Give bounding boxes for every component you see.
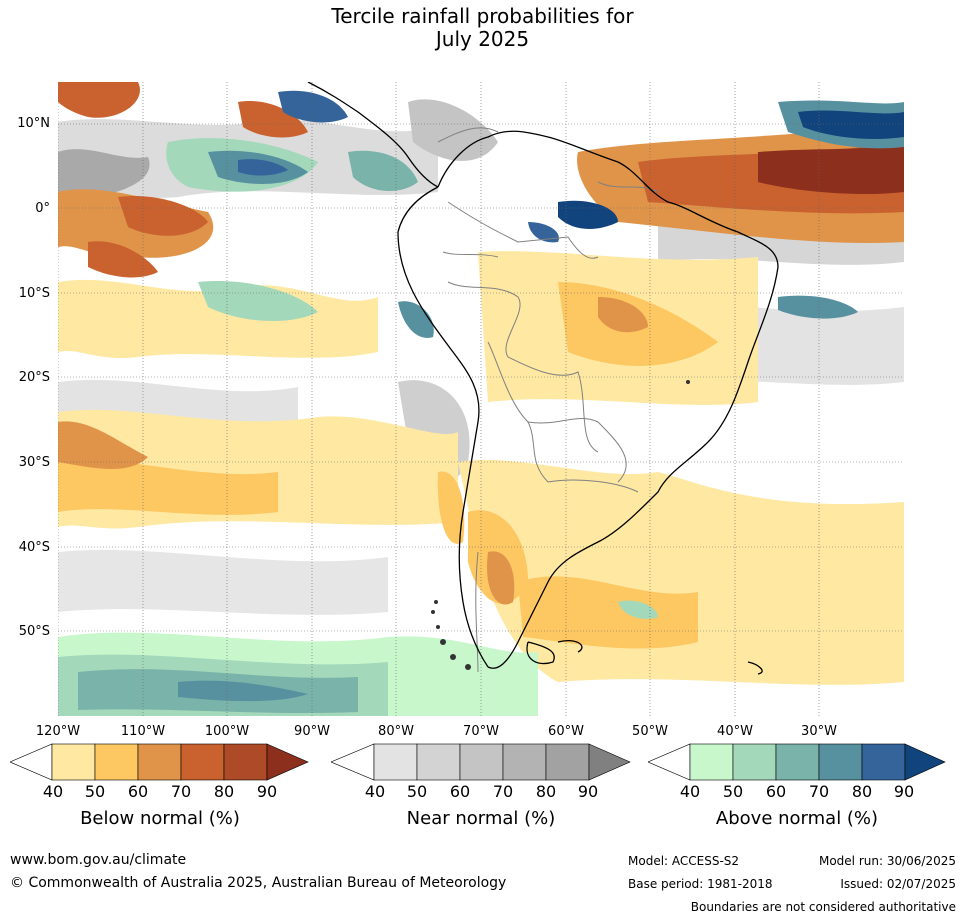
lat-label-30s: 30°S — [18, 455, 50, 470]
colorbar-near-seg-6 — [588, 743, 631, 781]
below-tick-80: 80 — [213, 782, 235, 801]
near-tick-90: 90 — [577, 782, 599, 801]
lat-label-10n: 10°N — [17, 116, 50, 131]
title-line-2: July 2025 — [435, 27, 530, 51]
rainfall-probability-map — [58, 82, 904, 716]
colorbar-below-seg-3 — [137, 743, 182, 781]
coastline — [307, 82, 779, 675]
colorbar-below-seg-5 — [223, 743, 268, 781]
above-tick-70: 70 — [808, 782, 830, 801]
footer-website: www.bom.gov.au/climate — [10, 852, 187, 868]
lon-label-60w: 60°W — [548, 724, 584, 739]
lon-label-120w: 120°W — [35, 724, 81, 739]
lat-label-20s: 20°S — [18, 370, 50, 385]
near-tick-50: 50 — [406, 782, 428, 801]
below-tick-70: 70 — [170, 782, 192, 801]
lat-label-40s: 40°S — [18, 540, 50, 555]
below-tick-40: 40 — [42, 782, 64, 801]
colorbar-below-seg-6 — [266, 743, 309, 781]
colorbar-above-seg-4 — [818, 743, 863, 781]
near-tick-40: 40 — [364, 782, 386, 801]
lon-label-80w: 80°W — [378, 724, 414, 739]
colorbar-above-seg-6 — [904, 743, 946, 781]
colorbar-above-seg-1 — [689, 743, 734, 781]
colorbar-near-seg-0 — [330, 743, 375, 781]
map-title: Tercile rainfall probabilities for July … — [0, 5, 965, 51]
colorbar-below-svg — [9, 743, 309, 781]
lon-label-100w: 100°W — [204, 724, 250, 739]
patagonia-islands — [431, 380, 690, 670]
colorbar-below-normal — [9, 742, 310, 786]
colorbar-below-seg-0 — [9, 743, 53, 781]
colorbar-above-seg-5 — [861, 743, 906, 781]
footer-issued: Issued: 02/07/2025 — [840, 877, 956, 891]
footer-model: Model: ACCESS-S2 — [628, 854, 740, 868]
probability-fields — [58, 82, 904, 716]
below-tick-60: 60 — [127, 782, 149, 801]
graticule — [58, 82, 904, 716]
colorbar-above-svg — [647, 743, 946, 781]
map-svg — [58, 82, 904, 716]
lon-label-110w: 110°W — [120, 724, 166, 739]
above-tick-60: 60 — [765, 782, 787, 801]
footer-disclaimer: Boundaries are not considered authoritat… — [690, 900, 956, 914]
country-borders — [437, 127, 659, 673]
footer-copyright: © Commonwealth of Australia 2025, Austra… — [10, 875, 507, 891]
lon-label-30w: 30°W — [801, 724, 837, 739]
near-tick-60: 60 — [449, 782, 471, 801]
colorbar-below-seg-2 — [94, 743, 139, 781]
colorbar-above-label: Above normal (%) — [715, 808, 879, 829]
colorbar-above-seg-0 — [647, 743, 691, 781]
below-tick-50: 50 — [84, 782, 106, 801]
colorbar-below-label: Below normal (%) — [80, 808, 240, 829]
colorbar-near-label: Near normal (%) — [406, 808, 556, 829]
colorbar-below-seg-1 — [51, 743, 96, 781]
colorbar-near-seg-5 — [545, 743, 590, 781]
below-tick-90: 90 — [256, 782, 278, 801]
near-tick-70: 70 — [492, 782, 514, 801]
near-tick-80: 80 — [535, 782, 557, 801]
lon-label-50w: 50°W — [632, 724, 668, 739]
lon-label-70w: 70°W — [463, 724, 499, 739]
footer-base-period: Base period: 1981-2018 — [628, 877, 773, 891]
colorbar-near-seg-3 — [459, 743, 504, 781]
footer-model-run: Model run: 30/06/2025 — [818, 854, 956, 868]
above-tick-40: 40 — [679, 782, 701, 801]
lon-label-40w: 40°W — [717, 724, 753, 739]
colorbar-above-seg-2 — [732, 743, 777, 781]
above-tick-90: 90 — [893, 782, 915, 801]
lat-label-50s: 50°S — [18, 624, 50, 639]
above-tick-50: 50 — [722, 782, 744, 801]
above-tick-80: 80 — [851, 782, 873, 801]
colorbar-near-seg-1 — [373, 743, 418, 781]
colorbar-near-seg-4 — [502, 743, 547, 781]
colorbar-below-seg-4 — [180, 743, 225, 781]
lat-label-10s: 10°S — [18, 286, 50, 301]
title-line-1: Tercile rainfall probabilities for — [331, 4, 634, 28]
colorbar-near-seg-2 — [416, 743, 461, 781]
colorbar-above-seg-3 — [775, 743, 820, 781]
colorbar-near-svg — [330, 743, 631, 781]
colorbar-near-normal — [330, 742, 631, 786]
colorbar-above-normal — [647, 742, 948, 786]
lat-label-0: 0° — [35, 201, 50, 216]
lon-label-90w: 90°W — [294, 724, 330, 739]
